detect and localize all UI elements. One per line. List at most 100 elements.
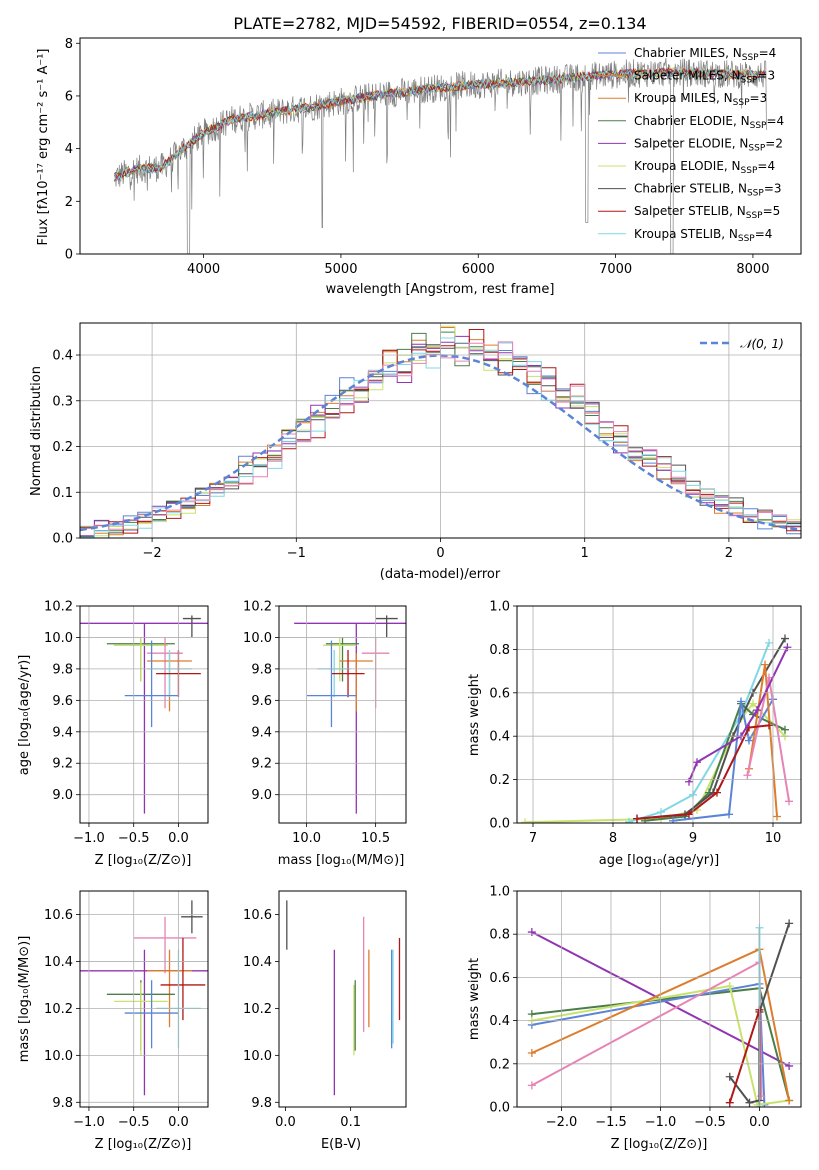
massweight-vs-age-xlabel: age [log₁₀(age/yr)] [599,853,720,868]
spectrum-legend: Chabrier MILES, NSSP=4 Salpeter MILES, NS… [598,46,784,244]
x-tick-label: −0.5 [118,1115,150,1130]
y-tick-label: 9.0 [52,788,73,803]
x-tick-label: −1.5 [595,1115,627,1130]
plus-marker [725,810,733,819]
spectrum-xlabel: wavelength [Angstrom, rest frame] [326,282,555,297]
residuals-xlabel: (data-model)/error [380,567,501,582]
x-tick-label: 10.0 [292,831,321,846]
x-tick-label: 1 [581,546,589,561]
y-tick-label: 10.2 [243,1002,272,1017]
axes-frame [79,37,802,255]
y-tick-label: 0.4 [489,1014,510,1029]
y-tick-label: 10.2 [44,1002,73,1017]
y-tick-label: 0.2 [52,440,73,455]
massweight-vs-metallicity-xlabel: Z [log₁₀(Z/Z⊙)] [611,1137,708,1152]
plus-marker [745,736,753,745]
x-tick-label: 4000 [187,262,220,277]
x-tick-label: −1.0 [73,831,105,846]
y-tick-label: 0.4 [489,730,510,745]
mass-weight-line [728,1009,761,1104]
mass-vs-metallicity-plot: −1.0 −0.5 0.0 9.8 10.0 10.2 10.4 10.6 [44,890,209,1130]
axes-frame [516,605,802,824]
x-tick-label: −2.0 [546,1115,578,1130]
y-tick-label: 0.6 [489,971,510,986]
y-tick-label: 1.0 [489,600,510,615]
x-tick-label: −1 [287,546,306,561]
legend-label: 𝒩(0, 1) [740,337,784,351]
mass-weight-line [644,701,786,822]
y-tick-label: 6 [65,89,73,104]
x-tick-label: −0.5 [694,1115,726,1130]
mass-vs-metallicity-xlabel: Z [log₁₀(Z/Z⊙)] [95,1137,192,1152]
y-tick-label: 0 [65,248,73,263]
age-vs-metallicity-plot: −1.0 −0.5 0.0 9.0 9.2 9.4 9.6 9.8 10.0 10.2 [44,600,209,846]
y-tick-label: 0.3 [52,394,73,409]
y-tick-label: 10.6 [44,908,73,923]
legend-label: Salpeter ELODIE, NSSP=2 [634,136,783,153]
mass-weight-line [531,984,790,1106]
x-tick-label: 10 [765,831,782,846]
y-tick-label: 1.0 [489,885,510,900]
residuals-plot: −2 −1 0 1 2 0.0 0.1 0.2 0.3 0.4 𝒩(0, 1) [52,322,802,561]
mass-vs-ebv-plot: 0.0 0.1 9.8 10.0 10.2 10.4 10.6 [243,890,407,1130]
x-tick-label: 5000 [324,262,357,277]
spectrum-panel: PLATE=2782, MJD=54592, FIBERID=0554, z=0… [36,14,802,297]
plus-marker [761,660,769,669]
plus-marker [783,643,792,652]
plus-marker [753,706,761,715]
x-tick-label: 8000 [736,262,769,277]
axes-frame [79,890,209,1108]
y-tick-label: 9.2 [52,757,73,772]
x-tick-label: 0.0 [275,1115,296,1130]
axes-frame [278,605,407,824]
plot-area [113,58,767,254]
y-tick-label: 2 [65,195,73,210]
plus-marker [737,697,745,706]
y-tick-label: 9.0 [251,788,272,803]
age-vs-mass-plot: 10.0 10.5 9.0 9.2 9.4 9.6 9.8 10.0 10.2 [243,600,407,846]
age-vs-mass-panel: 10.0 10.5 9.0 9.2 9.4 9.6 9.8 10.0 10.2 mass [lo… [243,600,407,868]
legend-label: Chabrier STELIB, NSSP=3 [634,182,782,199]
y-tick-label: 9.4 [52,725,73,740]
plus-marker [625,817,633,823]
axes-frame [79,322,802,539]
legend-label: Salpeter MILES, NSSP=3 [634,69,775,86]
plus-marker [527,1049,536,1057]
mass-vs-ebv-panel: 0.0 0.1 9.8 10.0 10.2 10.4 10.6 E(B-V) [243,890,407,1152]
spectrum-plot: 4000 5000 6000 7000 8000 0 2 4 6 8 Chabrier MILES,… [65,37,802,277]
x-tick-label: −0.5 [118,831,150,846]
x-tick-label: 2 [725,546,733,561]
y-tick-label: 0.0 [489,817,510,832]
massweight-vs-age-plot: 7 8 9 10 0.0 0.2 0.4 0.6 0.8 1.0 [489,600,802,846]
model-spectrum-line [113,67,766,181]
mass-vs-metallicity-ylabel: mass [log₁₀(M/M⊙)] [17,936,32,1063]
y-tick-label: 9.8 [52,662,73,677]
x-tick-label: −1.0 [645,1115,677,1130]
plus-marker [785,797,793,806]
y-tick-label: 0.1 [52,486,73,501]
x-tick-label: 6000 [462,262,495,277]
plus-marker [785,919,794,928]
plus-marker [765,721,773,730]
y-tick-label: 8 [65,37,73,52]
y-tick-label: 10.4 [243,955,272,970]
plus-marker [785,1061,794,1070]
residuals-ylabel: Normed distribution [29,366,44,496]
y-tick-label: 9.8 [251,1096,272,1111]
plus-marker [669,816,677,823]
x-tick-label: 7000 [599,262,632,277]
x-tick-label: 0 [436,546,444,561]
massweight-vs-age-ylabel: mass weight [467,674,482,756]
mass-vs-ebv-xlabel: E(B-V) [321,1137,361,1152]
legend-label: Kroupa STELIB, NSSP=4 [634,227,772,244]
mass-vs-metallicity-panel: −1.0 −0.5 0.0 9.8 10.0 10.2 10.4 10.6 Z [log₁₀(… [17,890,209,1152]
x-tick-label: −1.0 [73,1115,105,1130]
legend-label: Kroupa ELODIE, NSSP=4 [634,159,775,176]
massweight-vs-metallicity-panel: −2.0 −1.5 −1.0 −0.5 0.0 0.0 0.2 0.4 0.6 0.8 1.0 Z … [467,885,802,1152]
plus-marker [773,812,781,821]
y-tick-label: 10.0 [243,1049,272,1064]
massweight-vs-metallicity-plot: −2.0 −1.5 −1.0 −0.5 0.0 0.0 0.2 0.4 0.6 0.8 1.0 [489,885,802,1130]
x-tick-label: −2 [143,546,162,561]
residuals-legend: 𝒩(0, 1) [700,337,784,351]
y-tick-label: 0.8 [489,643,510,658]
